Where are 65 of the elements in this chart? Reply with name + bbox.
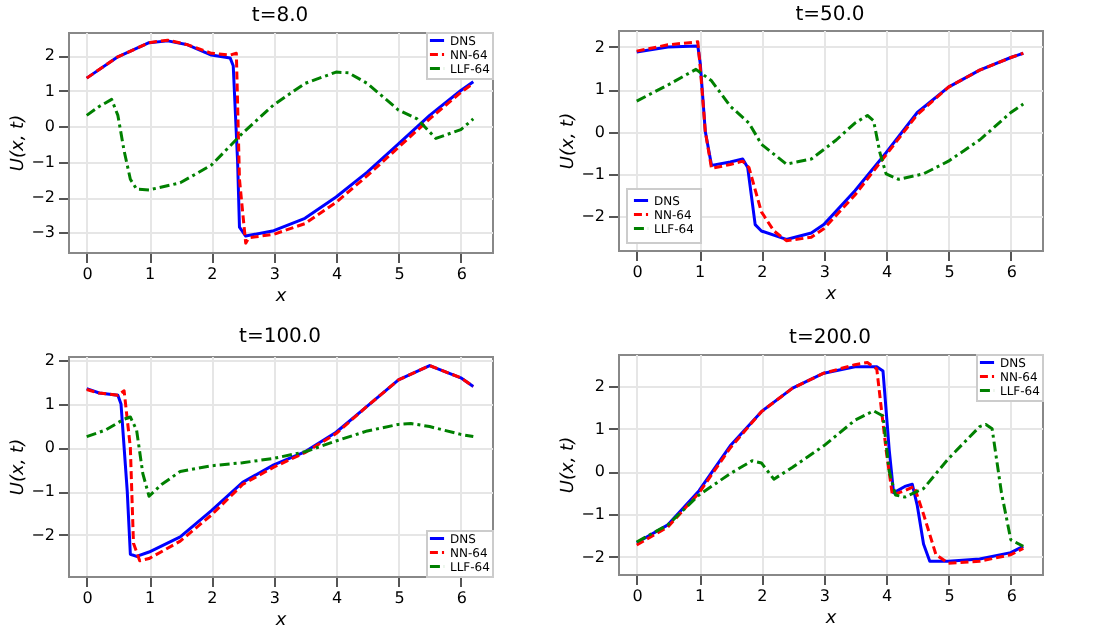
x-tick-label: 1 [144,589,156,607]
x-tick-label: 2 [207,265,218,283]
x-tick-label: 1 [694,587,706,605]
x-tick-label: 4 [882,263,893,281]
x-tick-label: 6 [456,589,467,607]
x-tick-label: 1 [144,265,156,283]
y-tick-label: 0 [594,462,605,481]
y-tick-label: 2 [594,37,605,56]
y-tick-label: −1 [31,482,55,501]
chart-title: t=8.0 [251,5,309,27]
x-tick-label: 4 [882,587,893,605]
y-axis-title: U(x, t) [9,114,30,172]
x-tick-label: 2 [207,589,218,607]
x-axis-title: x [273,287,288,307]
x-tick-label: 6 [456,265,467,283]
y-tick-label: −1 [31,152,55,171]
y-tick-label: −3 [31,223,55,242]
line-series [635,409,1025,548]
x-tick-label: 5 [944,263,955,281]
y-axis-title: U(x, t) [9,438,30,496]
x-tick-label: 5 [944,587,955,605]
y-tick-label: −1 [581,505,605,524]
x-tick-label: 1 [694,263,706,281]
x-tick-label: 4 [332,265,343,283]
x-tick-label: 6 [1006,587,1017,605]
line-series [85,415,475,498]
x-tick-label: 0 [632,263,643,281]
x-tick-label: 2 [757,587,768,605]
y-tick-label: −1 [581,164,605,183]
x-tick-label: 0 [632,587,643,605]
x-axis-title: x [823,609,838,629]
x-tick-label: 3 [819,587,830,605]
chart-title: t=200.0 [789,327,871,349]
line-series [635,67,1025,181]
x-tick-label: 5 [394,589,405,607]
y-tick-label: 2 [44,46,55,65]
x-tick-label: 6 [1006,263,1017,281]
y-tick-label: 0 [44,117,55,136]
x-axis-title: x [823,285,838,305]
y-axis-title: U(x, t) [559,112,580,170]
y-tick-label: 0 [594,122,605,141]
y-tick-label: 1 [44,394,55,413]
chart-title: t=100.0 [239,326,321,349]
y-tick-label: 2 [594,377,605,396]
chart-title: t=50.0 [795,4,865,26]
y-tick-label: −2 [31,188,55,206]
y-tick-label: 2 [44,351,55,370]
y-axis-title: U(x, t) [559,436,580,494]
y-tick-label: −2 [581,207,605,226]
x-tick-label: 0 [82,589,93,607]
x-tick-label: 3 [269,265,280,283]
y-tick-label: 1 [594,80,605,99]
x-tick-label: 0 [82,265,93,283]
y-tick-label: −2 [581,547,605,566]
x-tick-label: 4 [332,589,343,607]
y-tick-label: 0 [44,438,55,457]
y-tick-label: 1 [594,419,605,438]
line-series [85,70,475,192]
x-axis-title: x [273,611,288,631]
x-tick-label: 3 [819,263,830,281]
y-tick-label: 1 [44,81,55,100]
y-tick-label: −2 [31,525,55,544]
x-tick-label: 2 [757,263,768,281]
x-tick-label: 5 [394,265,405,283]
x-tick-label: 3 [269,589,280,607]
